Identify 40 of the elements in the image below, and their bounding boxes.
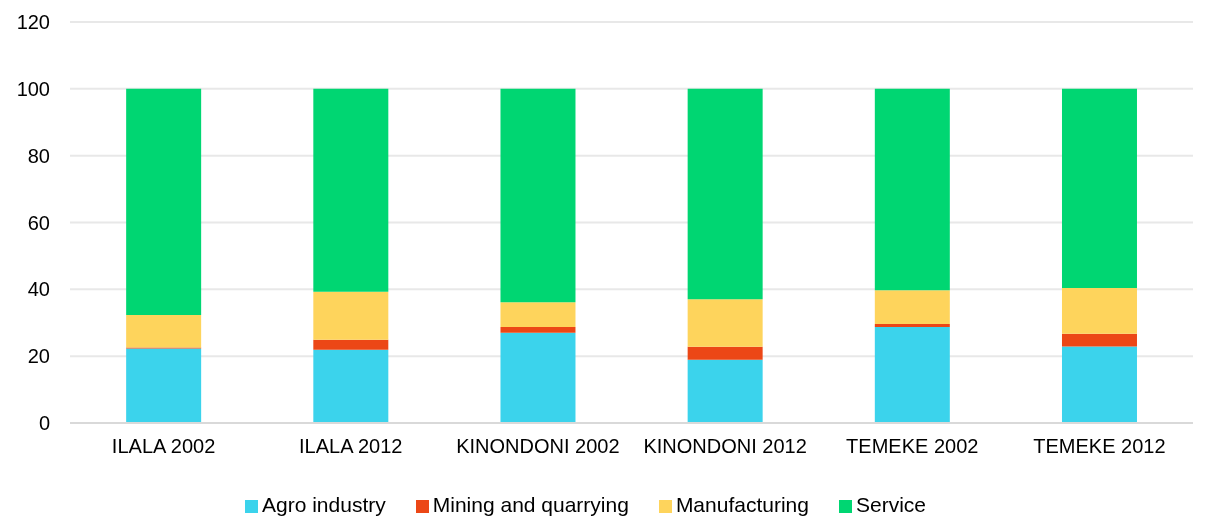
- bar: [126, 315, 202, 348]
- bar: [874, 290, 950, 325]
- bar: [500, 88, 576, 303]
- bar: [1061, 333, 1137, 347]
- y-tick-label: 40: [27, 278, 50, 301]
- bar: [313, 88, 389, 292]
- legend-label: Service: [855, 493, 926, 516]
- x-tick-label: TEMEKE 2002: [846, 435, 979, 458]
- bar: [687, 299, 763, 347]
- bar: [874, 88, 950, 291]
- x-tick-label: KINONDONI 2002: [456, 435, 620, 458]
- bar: [1061, 88, 1137, 288]
- bar: [500, 302, 576, 328]
- x-tick-label: TEMEKE 2012: [1033, 435, 1166, 458]
- legend-label: Mining and quarrying: [432, 493, 629, 516]
- bar: [500, 327, 576, 333]
- bar: [687, 88, 763, 300]
- y-tick-label: 60: [27, 211, 50, 234]
- legend-label: Agro industry: [262, 493, 386, 516]
- bar: [874, 324, 950, 328]
- x-tick-label: ILALA 2012: [299, 435, 403, 458]
- bar: [126, 348, 202, 423]
- y-tick-label: 0: [38, 412, 50, 435]
- x-tick-label: KINONDONI 2012: [643, 435, 807, 458]
- bar: [874, 327, 950, 423]
- bar: [313, 339, 389, 350]
- bar: [687, 346, 763, 360]
- bar: [1061, 346, 1137, 423]
- y-tick-label: 20: [27, 345, 50, 368]
- bar: [687, 359, 763, 423]
- legend-label: Manufacturing: [675, 493, 809, 516]
- x-tick-label: ILALA 2002: [111, 435, 216, 458]
- y-tick-label: 80: [27, 144, 50, 167]
- bar: [126, 88, 202, 316]
- bar: [313, 349, 389, 423]
- y-tick-label: 120: [16, 11, 50, 34]
- bar: [1061, 288, 1137, 334]
- y-tick-label: 100: [16, 77, 50, 100]
- bar: [500, 332, 576, 423]
- bar: [313, 291, 389, 340]
